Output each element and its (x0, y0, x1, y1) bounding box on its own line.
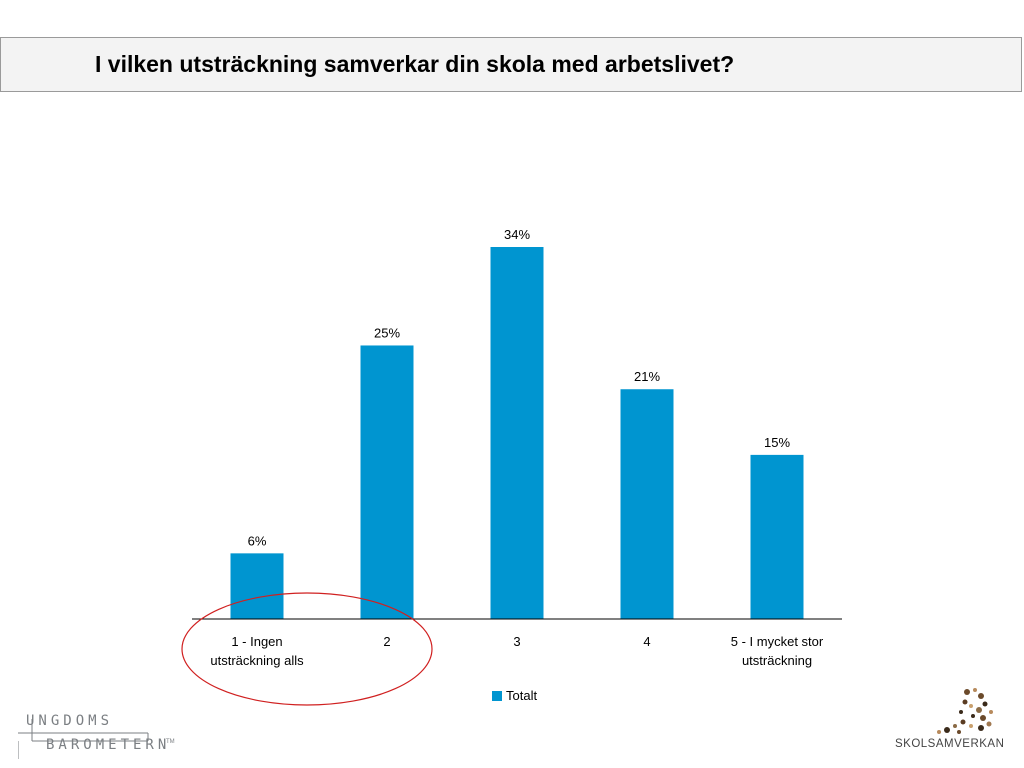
data-label-1: 6% (248, 533, 267, 548)
logo-text-line2: BAROMETERN (46, 737, 171, 753)
logo-trademark: TM (166, 739, 175, 745)
title-bar: I vilken utsträckning samverkar din skol… (0, 37, 1022, 92)
bar-1 (230, 553, 284, 619)
bar-3 (490, 247, 544, 619)
annotation-ellipse (181, 592, 433, 706)
ungdomsbarometern-logo: UNGDOMS BAROMETERN TM (18, 713, 183, 759)
skolsamverkan-logo: SKOLSAMVERKAN (895, 686, 1005, 758)
ungdomsbarometern-logo-lines (18, 719, 149, 759)
logo-text-line1: UNGDOMS (26, 713, 114, 729)
legend-swatch (492, 690, 502, 701)
category-label-4: 4 (643, 634, 650, 649)
category-label-3: 3 (513, 634, 520, 649)
category-label-2: 2 (383, 634, 390, 649)
data-label-4: 21% (634, 369, 660, 384)
skolsamverkan-logo-text: SKOLSAMVERKAN (895, 738, 1005, 750)
chart-legend: Totalt (492, 688, 537, 703)
page-title: I vilken utsträckning samverkar din skol… (95, 51, 735, 77)
category-label-5: 5 - I mycket stor utsträckning (731, 634, 824, 668)
skolsamverkan-dots-icon (937, 688, 993, 734)
legend-label: Totalt (506, 688, 538, 703)
bar-2 (360, 345, 414, 619)
category-label-1: 1 - Ingen utsträckning alls (210, 634, 304, 668)
bar-4 (620, 389, 674, 619)
data-label-5: 15% (764, 435, 790, 450)
data-label-3: 34% (504, 227, 530, 242)
bar-5 (750, 454, 804, 619)
data-label-2: 25% (374, 325, 400, 340)
